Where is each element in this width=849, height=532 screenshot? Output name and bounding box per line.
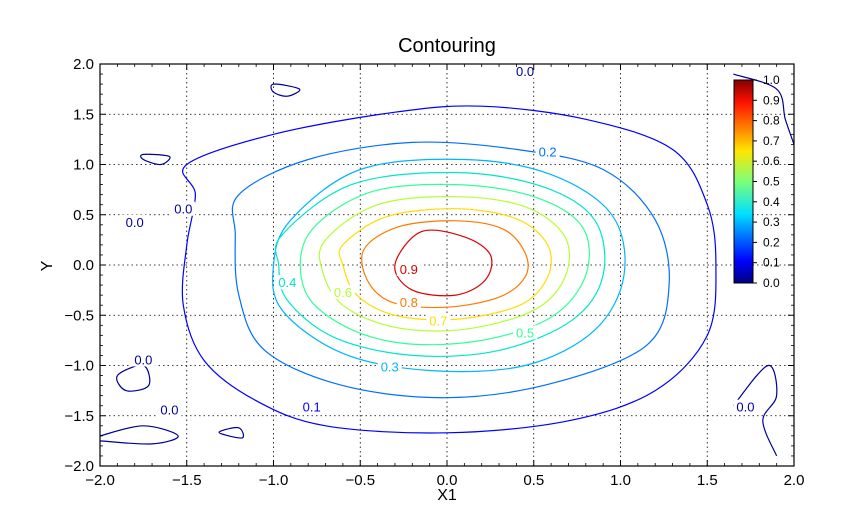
contour-line-0.4 (274, 171, 606, 358)
contour-label-bg (122, 214, 147, 229)
y-tick-label: 0.0 (73, 257, 94, 274)
x-tick-label: −0.5 (345, 472, 375, 489)
contour-label: 0.0 (736, 400, 754, 415)
contour-island-0.0 (140, 153, 171, 166)
contour-island-0.0 (218, 426, 245, 439)
contour-label-bg (513, 64, 538, 79)
contour-label-bg (330, 285, 355, 300)
contour-label: 0.4 (278, 275, 296, 290)
y-tick-label: 1.5 (73, 106, 94, 123)
contour-label-bg (299, 399, 324, 414)
x-tick-label: −1.0 (259, 472, 289, 489)
colorbar-tick-label: 0.6 (763, 154, 780, 168)
contour-line-0.5 (299, 183, 590, 346)
contour-label-bg (733, 399, 758, 414)
colorbar-tick-label: 0.7 (763, 134, 780, 148)
y-tick-label: −2.0 (64, 458, 94, 475)
colorbar-tick-label: 1.0 (763, 73, 780, 87)
contour-label-bg (396, 295, 421, 310)
contour-label-bg (157, 402, 182, 417)
chart-title: Contouring (398, 35, 496, 57)
y-axis-label: Y (39, 260, 56, 271)
contour-label-bg (426, 313, 451, 328)
colorbar-tick-label: 0.5 (763, 175, 780, 189)
contour-label-bg (131, 352, 156, 367)
x-axis-ticks: −2.0 −1.5 −1.0 −0.5 0.0 0.5 1.0 1.5 2.0 (85, 64, 804, 489)
colorbar (733, 79, 754, 284)
colorbar-tick-label: 0.8 (763, 114, 780, 128)
contour-line-0.8 (361, 220, 529, 309)
contour-line-0.2 (231, 141, 670, 399)
contour-label: 0.6 (334, 285, 352, 300)
x-tick-label: 1.0 (610, 472, 631, 489)
contour-label-bg (396, 262, 421, 277)
contour-line-0.9 (394, 229, 493, 297)
colorbar-ticks: 1.0 0.9 0.8 0.7 0.6 0.5 0.4 0.3 0.2 0.1 0.0 (753, 73, 780, 290)
contour-label: 0.5 (516, 325, 534, 340)
contour-label: 0.0 (126, 215, 144, 230)
contour-island-0.0 (732, 364, 778, 457)
contour-label: 0.3 (381, 360, 399, 375)
contour-label: 0.7 (429, 313, 447, 328)
y-tick-label: 0.5 (73, 207, 94, 224)
colorbar-tick-label: 0.9 (763, 93, 780, 107)
contour-label-bg (377, 359, 402, 374)
contour-line-0.6 (318, 196, 571, 332)
contour-label: 0.9 (400, 262, 418, 277)
colorbar-tick-label: 0.2 (763, 235, 780, 249)
contour-labels: 0.1 0.2 0.3 0.4 0.5 0.6 0.7 0.8 0.9 0.0 0.0 0.0 0.0 0… (122, 64, 758, 418)
contour-label: 0.0 (160, 403, 178, 418)
contour-label: 0.1 (303, 400, 321, 415)
x-axis-label: X1 (437, 487, 457, 504)
contour-label-bg (275, 275, 300, 290)
contour-label-bg (535, 144, 560, 159)
contour-line-0.7 (338, 208, 552, 321)
colorbar-tick-label: 0.1 (763, 256, 780, 270)
contour-label: 0.8 (400, 295, 418, 310)
x-tick-label: −1.5 (172, 472, 202, 489)
y-tick-label: 2.0 (73, 56, 94, 73)
y-tick-label: 1.0 (73, 157, 94, 174)
x-tick-label: 1.5 (697, 472, 718, 489)
x-tick-label: 0.5 (523, 472, 544, 489)
y-tick-label: −1.0 (64, 358, 94, 375)
contour-island-0.0 (270, 83, 301, 97)
contour-island-0.0 (99, 425, 179, 445)
y-tick-label: −0.5 (64, 307, 94, 324)
colorbar-tick-label: 0.3 (763, 215, 780, 229)
x-tick-label: 2.0 (784, 472, 805, 489)
contour-label: 0.0 (134, 352, 152, 367)
contour-line-0.1 (181, 105, 717, 434)
colorbar-tick-label: 0.4 (763, 195, 780, 209)
contour-label: 0.0 (174, 202, 192, 217)
colorbar-tick-label: 0.0 (763, 276, 780, 290)
y-axis-ticks: 2.0 1.5 1.0 0.5 0.0 −0.5 −1.0 −1.5 −2.0 (64, 56, 794, 475)
contour-label: 0.2 (539, 144, 557, 159)
contour-line-0.3 (271, 158, 626, 373)
x-tick-label: 0.0 (437, 472, 458, 489)
contour-label-bg (513, 325, 538, 340)
y-tick-label: −1.5 (64, 408, 94, 425)
contour-label: 0.0 (516, 64, 534, 79)
contour-label-bg (171, 201, 196, 216)
x-tick-label: −2.0 (85, 472, 115, 489)
